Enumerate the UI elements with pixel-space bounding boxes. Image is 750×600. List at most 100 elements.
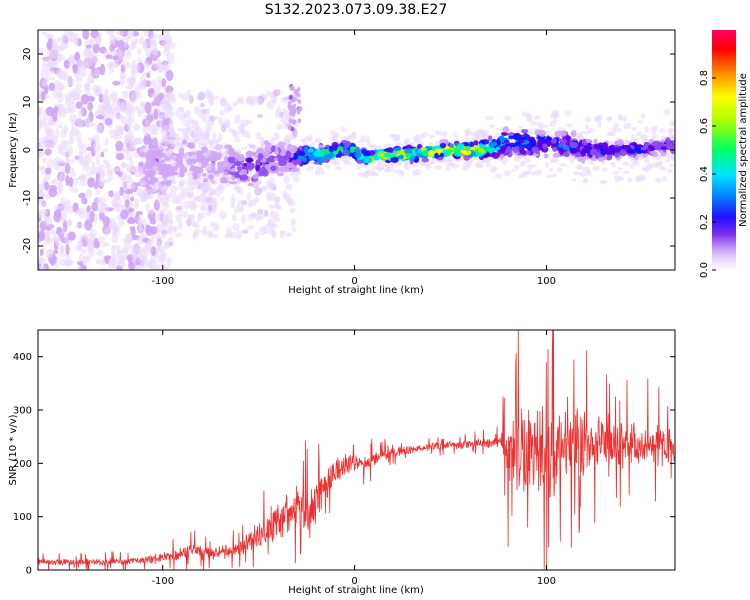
- spectrogram-cell: [56, 226, 63, 234]
- spectrogram-cell: [77, 139, 83, 148]
- spectrogram-cell: [137, 227, 146, 235]
- spectrogram-cell: [98, 93, 104, 103]
- spectrogram-cell: [245, 157, 254, 163]
- spectrogram-cell: [158, 208, 168, 213]
- spectrogram-cell: [210, 162, 216, 168]
- spectrogram-cell: [628, 149, 634, 155]
- spectrogram-cell: [453, 147, 461, 154]
- spectrogram-cell: [488, 135, 493, 142]
- spectrogram-cell: [84, 83, 91, 94]
- spectrogram-cell: [546, 136, 553, 141]
- spectrogram-cell: [179, 166, 188, 174]
- spectrogram-cell: [271, 145, 276, 153]
- spectrogram-cell: [593, 138, 598, 145]
- spectrogram-cell: [158, 114, 164, 118]
- spectrogram-cell: [124, 106, 132, 114]
- spectrogram-cell: [283, 175, 290, 184]
- spectrogram-cell: [91, 161, 96, 168]
- spectrogram-cell: [165, 150, 172, 158]
- spectrogram-cell: [105, 30, 113, 34]
- spectrogram-cell: [274, 148, 280, 156]
- spectrogram-cell: [57, 183, 63, 188]
- spectrogram-cell: [309, 141, 316, 148]
- spectrogram-cell: [552, 152, 561, 158]
- spectrogram-cell: [646, 163, 655, 170]
- colorbar-label: Normalized spectral amplitude: [738, 73, 749, 227]
- spectrogram-cell: [612, 170, 619, 175]
- spectrogram-cell: [159, 186, 166, 192]
- spectrogram-cell: [360, 134, 366, 141]
- spectrogram-cell: [78, 192, 86, 199]
- spectrogram-cell: [276, 106, 282, 114]
- spectrogram-cell: [127, 216, 135, 224]
- spectrogram-cell: [292, 103, 297, 109]
- spectrogram-cell: [139, 250, 148, 259]
- spectrogram-cell: [630, 133, 636, 139]
- spectrogram-cell: [202, 177, 208, 183]
- spectrogram-cell: [387, 163, 394, 169]
- spectrogram-cell: [344, 140, 352, 147]
- spectrogram-cell: [161, 130, 169, 140]
- spectrogram-cell: [225, 227, 232, 236]
- spectrogram-cell: [205, 107, 211, 117]
- spectrogram-cell: [339, 156, 347, 162]
- spectrogram-cell: [84, 116, 91, 127]
- spectrogram-cell: [94, 36, 103, 44]
- spectrogram-cell: [211, 150, 216, 158]
- spectrogram-cell: [109, 34, 117, 43]
- spectrogram-cell: [105, 54, 113, 59]
- spectrogram-cell: [189, 144, 194, 149]
- spectrogram-cell: [166, 256, 172, 268]
- spectrogram-cell: [525, 143, 532, 151]
- spectrogram-cell: [165, 69, 174, 82]
- spectrogram-cell: [270, 165, 277, 172]
- spectrogram-cell: [518, 125, 523, 131]
- spectrogram-cell: [486, 145, 493, 153]
- spectrogram-cell: [444, 149, 449, 153]
- spectrogram-cell: [177, 221, 183, 230]
- spectrogram-cell: [235, 229, 243, 240]
- spectrogram-cell: [38, 254, 44, 265]
- spectrogram-cell: [148, 173, 153, 179]
- spectrogram-cell: [384, 153, 390, 158]
- spectrogram-cell: [649, 150, 658, 155]
- spectrogram-cell: [503, 170, 512, 177]
- spectrogram-x-tick-label: 100: [537, 276, 556, 287]
- spectrogram-cell: [162, 125, 169, 132]
- spectrogram-cell: [542, 143, 548, 149]
- spectrogram-cell: [348, 136, 357, 140]
- spectrogram-cell: [166, 98, 171, 109]
- spectrogram-cell: [160, 251, 167, 263]
- spectrogram-cell: [184, 110, 192, 118]
- spectrogram-cell: [166, 138, 175, 144]
- spectrogram-cell: [647, 144, 655, 152]
- spectrogram-cell: [496, 127, 503, 131]
- spectrogram-cell: [535, 169, 542, 176]
- spectrogram-cell: [236, 202, 245, 211]
- spectrogram-cell: [65, 244, 70, 255]
- spectrogram-cell: [441, 130, 448, 137]
- spectrogram-cell: [161, 265, 169, 270]
- spectrogram-cell: [177, 92, 183, 98]
- spectrogram-cell: [297, 99, 302, 105]
- spectrogram-cell: [139, 179, 147, 187]
- spectrogram-cell: [44, 148, 52, 156]
- spectrogram-x-tick-label: 0: [351, 276, 357, 287]
- spectrogram-cell: [175, 214, 182, 223]
- spectrogram-cell: [77, 266, 82, 270]
- spectrogram-cell: [489, 124, 496, 128]
- spectrogram-cell: [53, 204, 63, 212]
- spectrogram-cell: [38, 124, 43, 131]
- spectrogram-cell: [299, 138, 306, 142]
- spectrogram-cell: [219, 97, 226, 106]
- spectrogram-cell: [370, 144, 378, 150]
- spectrogram-cell: [241, 199, 248, 206]
- spectrogram-cell: [383, 148, 390, 152]
- spectrogram-cell: [65, 174, 70, 187]
- spectrogram-cell: [267, 155, 276, 163]
- spectrogram-cell: [144, 101, 152, 114]
- spectrogram-cell: [82, 255, 91, 262]
- spectrogram-cell: [176, 128, 184, 132]
- spectrogram-cell: [478, 148, 486, 155]
